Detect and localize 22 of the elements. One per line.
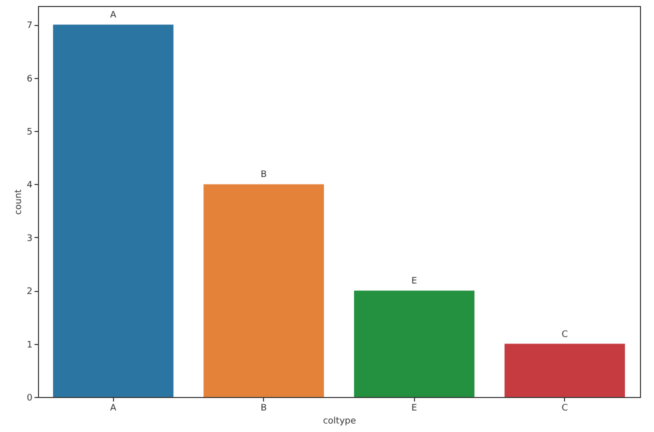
- y-tick-label: 7: [26, 21, 32, 32]
- y-tick-label: 3: [26, 234, 32, 244]
- y-tick-label: 4: [26, 180, 33, 191]
- bar: [204, 184, 324, 397]
- y-tick-label: 0: [26, 394, 33, 404]
- data-label: B: [260, 170, 267, 180]
- y-tick-label: 1: [26, 340, 32, 350]
- x-tick-label: C: [562, 404, 568, 414]
- y-tick-label: 6: [26, 74, 33, 84]
- x-axis-title: coltype: [322, 416, 356, 426]
- y-tick-label: 5: [26, 128, 32, 138]
- data-label: C: [562, 330, 568, 340]
- x-tick-label: E: [411, 404, 418, 414]
- data-label: E: [411, 276, 418, 287]
- bar: [504, 344, 625, 397]
- bar: [354, 290, 474, 397]
- y-axis-title: count: [14, 188, 24, 215]
- bar: [53, 24, 174, 397]
- data-label: A: [110, 10, 118, 21]
- y-tick-label: 2: [26, 287, 32, 298]
- x-tick-label: A: [110, 404, 118, 414]
- x-tick-label: B: [260, 404, 267, 414]
